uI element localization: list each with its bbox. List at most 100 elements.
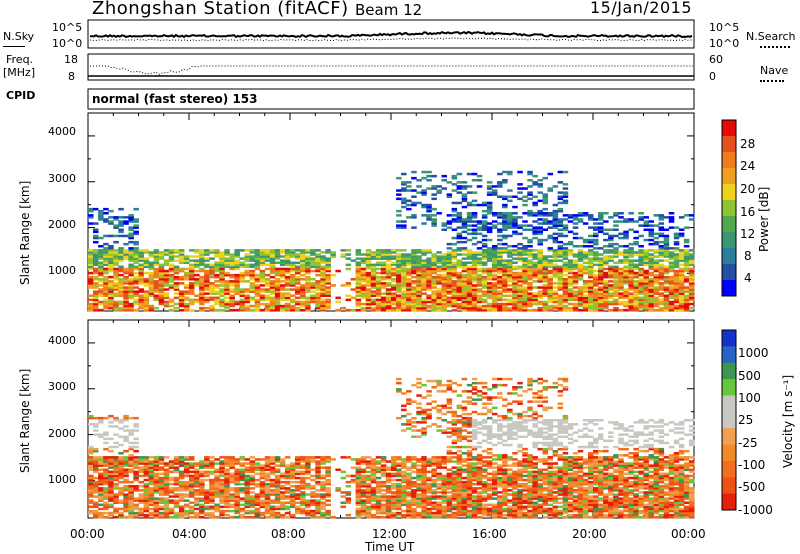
power-cell xyxy=(577,292,584,295)
power-cell xyxy=(658,265,665,269)
power-cell xyxy=(194,251,200,254)
power-cell xyxy=(481,249,488,252)
power-cell xyxy=(249,269,256,273)
power-cell xyxy=(486,275,493,279)
velocity-cell xyxy=(234,489,240,492)
velocity-cell xyxy=(173,476,180,480)
power-cell xyxy=(522,249,528,252)
power-cell xyxy=(103,259,109,262)
power-cell xyxy=(537,255,543,258)
power-cell xyxy=(603,263,609,267)
power-cell xyxy=(365,288,372,291)
velocity-cell xyxy=(103,458,109,461)
power-cell xyxy=(239,306,245,310)
power-cell xyxy=(507,288,513,291)
power-cell xyxy=(128,232,134,236)
power-cell xyxy=(486,209,493,213)
power-cell xyxy=(456,185,463,188)
power-cell xyxy=(638,212,644,215)
power-cell xyxy=(471,259,478,262)
power-cell xyxy=(562,298,569,302)
velocity-cell xyxy=(143,503,150,507)
power-cell xyxy=(683,238,690,242)
power-cell xyxy=(143,296,150,300)
power-cell xyxy=(199,290,205,293)
power-cell xyxy=(638,255,644,258)
power-cell xyxy=(517,298,523,302)
power-cell xyxy=(274,308,281,312)
velocity-cell xyxy=(93,470,99,474)
power-cell xyxy=(588,284,594,287)
power-cell xyxy=(441,255,447,258)
power-cell xyxy=(88,222,94,225)
velocity-cell xyxy=(355,458,362,461)
power-cell xyxy=(527,308,533,312)
power-cell xyxy=(512,230,518,234)
power-cell xyxy=(663,238,670,242)
power-cell xyxy=(678,228,685,231)
velocity-cell xyxy=(219,509,225,513)
power-cell xyxy=(108,290,114,293)
velocity-cell xyxy=(370,466,377,469)
power-cell xyxy=(557,304,564,308)
velocity-cell xyxy=(113,511,119,515)
power-cell xyxy=(582,302,589,306)
power-cell xyxy=(163,288,170,291)
power-cell xyxy=(577,257,584,260)
power-cell xyxy=(522,195,528,198)
velocity-cell xyxy=(375,476,382,480)
power-cell xyxy=(426,267,432,271)
velocity-cell xyxy=(244,474,250,478)
velocity-cell xyxy=(224,472,230,476)
power-cell xyxy=(492,226,498,229)
velocity-cell xyxy=(350,458,357,461)
power-cell xyxy=(279,280,286,283)
power-cell xyxy=(391,273,397,277)
power-cell xyxy=(567,269,574,273)
velocity-cell xyxy=(249,501,256,504)
power-cell xyxy=(103,269,109,273)
power-cell xyxy=(633,296,639,300)
power-cell xyxy=(547,249,553,252)
velocity-cell xyxy=(269,511,276,515)
velocity-cell xyxy=(320,503,326,507)
power-cell xyxy=(562,261,569,264)
power-cell xyxy=(123,280,129,283)
power-cell xyxy=(108,300,114,304)
power-cell xyxy=(446,275,453,279)
power-cell xyxy=(497,172,503,176)
power-cell xyxy=(229,304,235,308)
power-cell xyxy=(98,271,104,275)
power-cell xyxy=(88,278,94,281)
power-cell xyxy=(441,267,447,271)
power-cell xyxy=(103,253,109,256)
velocity-cell xyxy=(330,515,336,519)
power-cell xyxy=(658,240,665,244)
velocity-cell xyxy=(209,505,215,509)
power-cell xyxy=(269,298,276,302)
power-cell xyxy=(608,294,614,297)
power-cell xyxy=(370,298,377,302)
power-cell xyxy=(138,275,144,279)
power-cell xyxy=(471,271,478,275)
power-cell xyxy=(497,195,503,198)
power-cell xyxy=(183,292,190,295)
power-cell xyxy=(593,247,599,250)
power-cell xyxy=(279,306,286,310)
power-cell xyxy=(663,294,670,297)
power-cell xyxy=(486,296,493,300)
velocity-cell xyxy=(163,487,170,490)
power-cell xyxy=(305,296,311,300)
power-cell xyxy=(542,269,548,273)
velocity-cell xyxy=(375,505,382,509)
power-cell xyxy=(598,257,604,260)
velocity-cell xyxy=(380,495,387,498)
velocity-cell xyxy=(385,499,392,502)
velocity-cell xyxy=(365,466,372,469)
power-cell xyxy=(406,263,412,267)
power-cell xyxy=(688,257,695,260)
velocity-cell xyxy=(269,460,276,463)
power-cell xyxy=(537,209,543,213)
power-cell xyxy=(168,304,175,308)
power-cell xyxy=(345,284,352,287)
